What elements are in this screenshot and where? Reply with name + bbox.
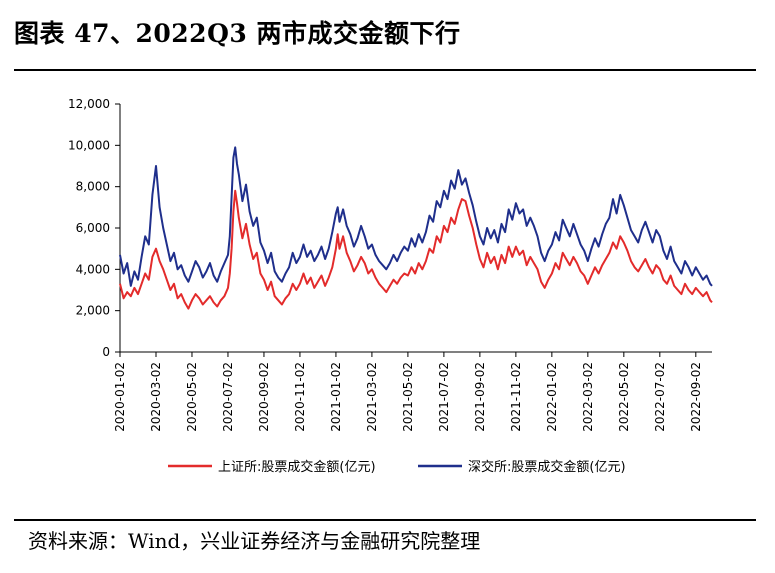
x-tick-label: 2020-09-02 [257, 362, 271, 432]
y-tick-label: 2,000 [76, 304, 110, 318]
y-tick-label: 4,000 [76, 262, 110, 276]
y-tick-label: 8,000 [76, 180, 110, 194]
x-tick-label: 2021-09-02 [473, 362, 487, 432]
x-tick-label: 2021-03-02 [365, 362, 379, 432]
x-tick-label: 2021-05-02 [401, 362, 415, 432]
x-tick-label: 2021-11-02 [509, 362, 523, 432]
x-tick-label: 2022-03-02 [581, 362, 595, 432]
y-tick-label: 6,000 [76, 221, 110, 235]
x-tick-label: 2022-07-02 [653, 362, 667, 432]
x-tick-label: 2022-09-02 [689, 362, 703, 432]
x-tick-label: 2021-07-02 [437, 362, 451, 432]
legend-label-szse: 深交所:股票成交金额(亿元) [468, 459, 626, 475]
series-line-sse [119, 189, 713, 310]
x-tick-label: 2022-05-02 [617, 362, 631, 432]
x-tick-label: 2020-07-02 [221, 362, 235, 432]
x-tick-label: 2020-03-02 [149, 362, 163, 432]
x-tick-label: 2020-11-02 [293, 362, 307, 432]
y-tick-label: 0 [102, 345, 110, 359]
legend-label-sse: 上证所:股票成交金额(亿元) [218, 459, 376, 475]
title-rule [14, 69, 756, 71]
series-line-szse [119, 146, 713, 287]
chart-title: 图表 47、2022Q3 两市成交金额下行 [14, 19, 461, 48]
source-rule [14, 519, 756, 521]
source-note: 资料来源：Wind，兴业证券经济与金融研究院整理 [28, 529, 481, 553]
x-tick-label: 2021-01-02 [329, 362, 343, 432]
x-tick-label: 2022-01-02 [545, 362, 559, 432]
chart: 0 2,000 4,000 6,000 8,000 10,000 12,000 2020-01… [68, 97, 713, 475]
y-tick-label: 10,000 [68, 138, 110, 152]
x-tick-label: 2020-05-02 [185, 362, 199, 432]
x-tick-label: 2020-01-02 [113, 362, 127, 432]
y-tick-label: 12,000 [68, 97, 110, 111]
